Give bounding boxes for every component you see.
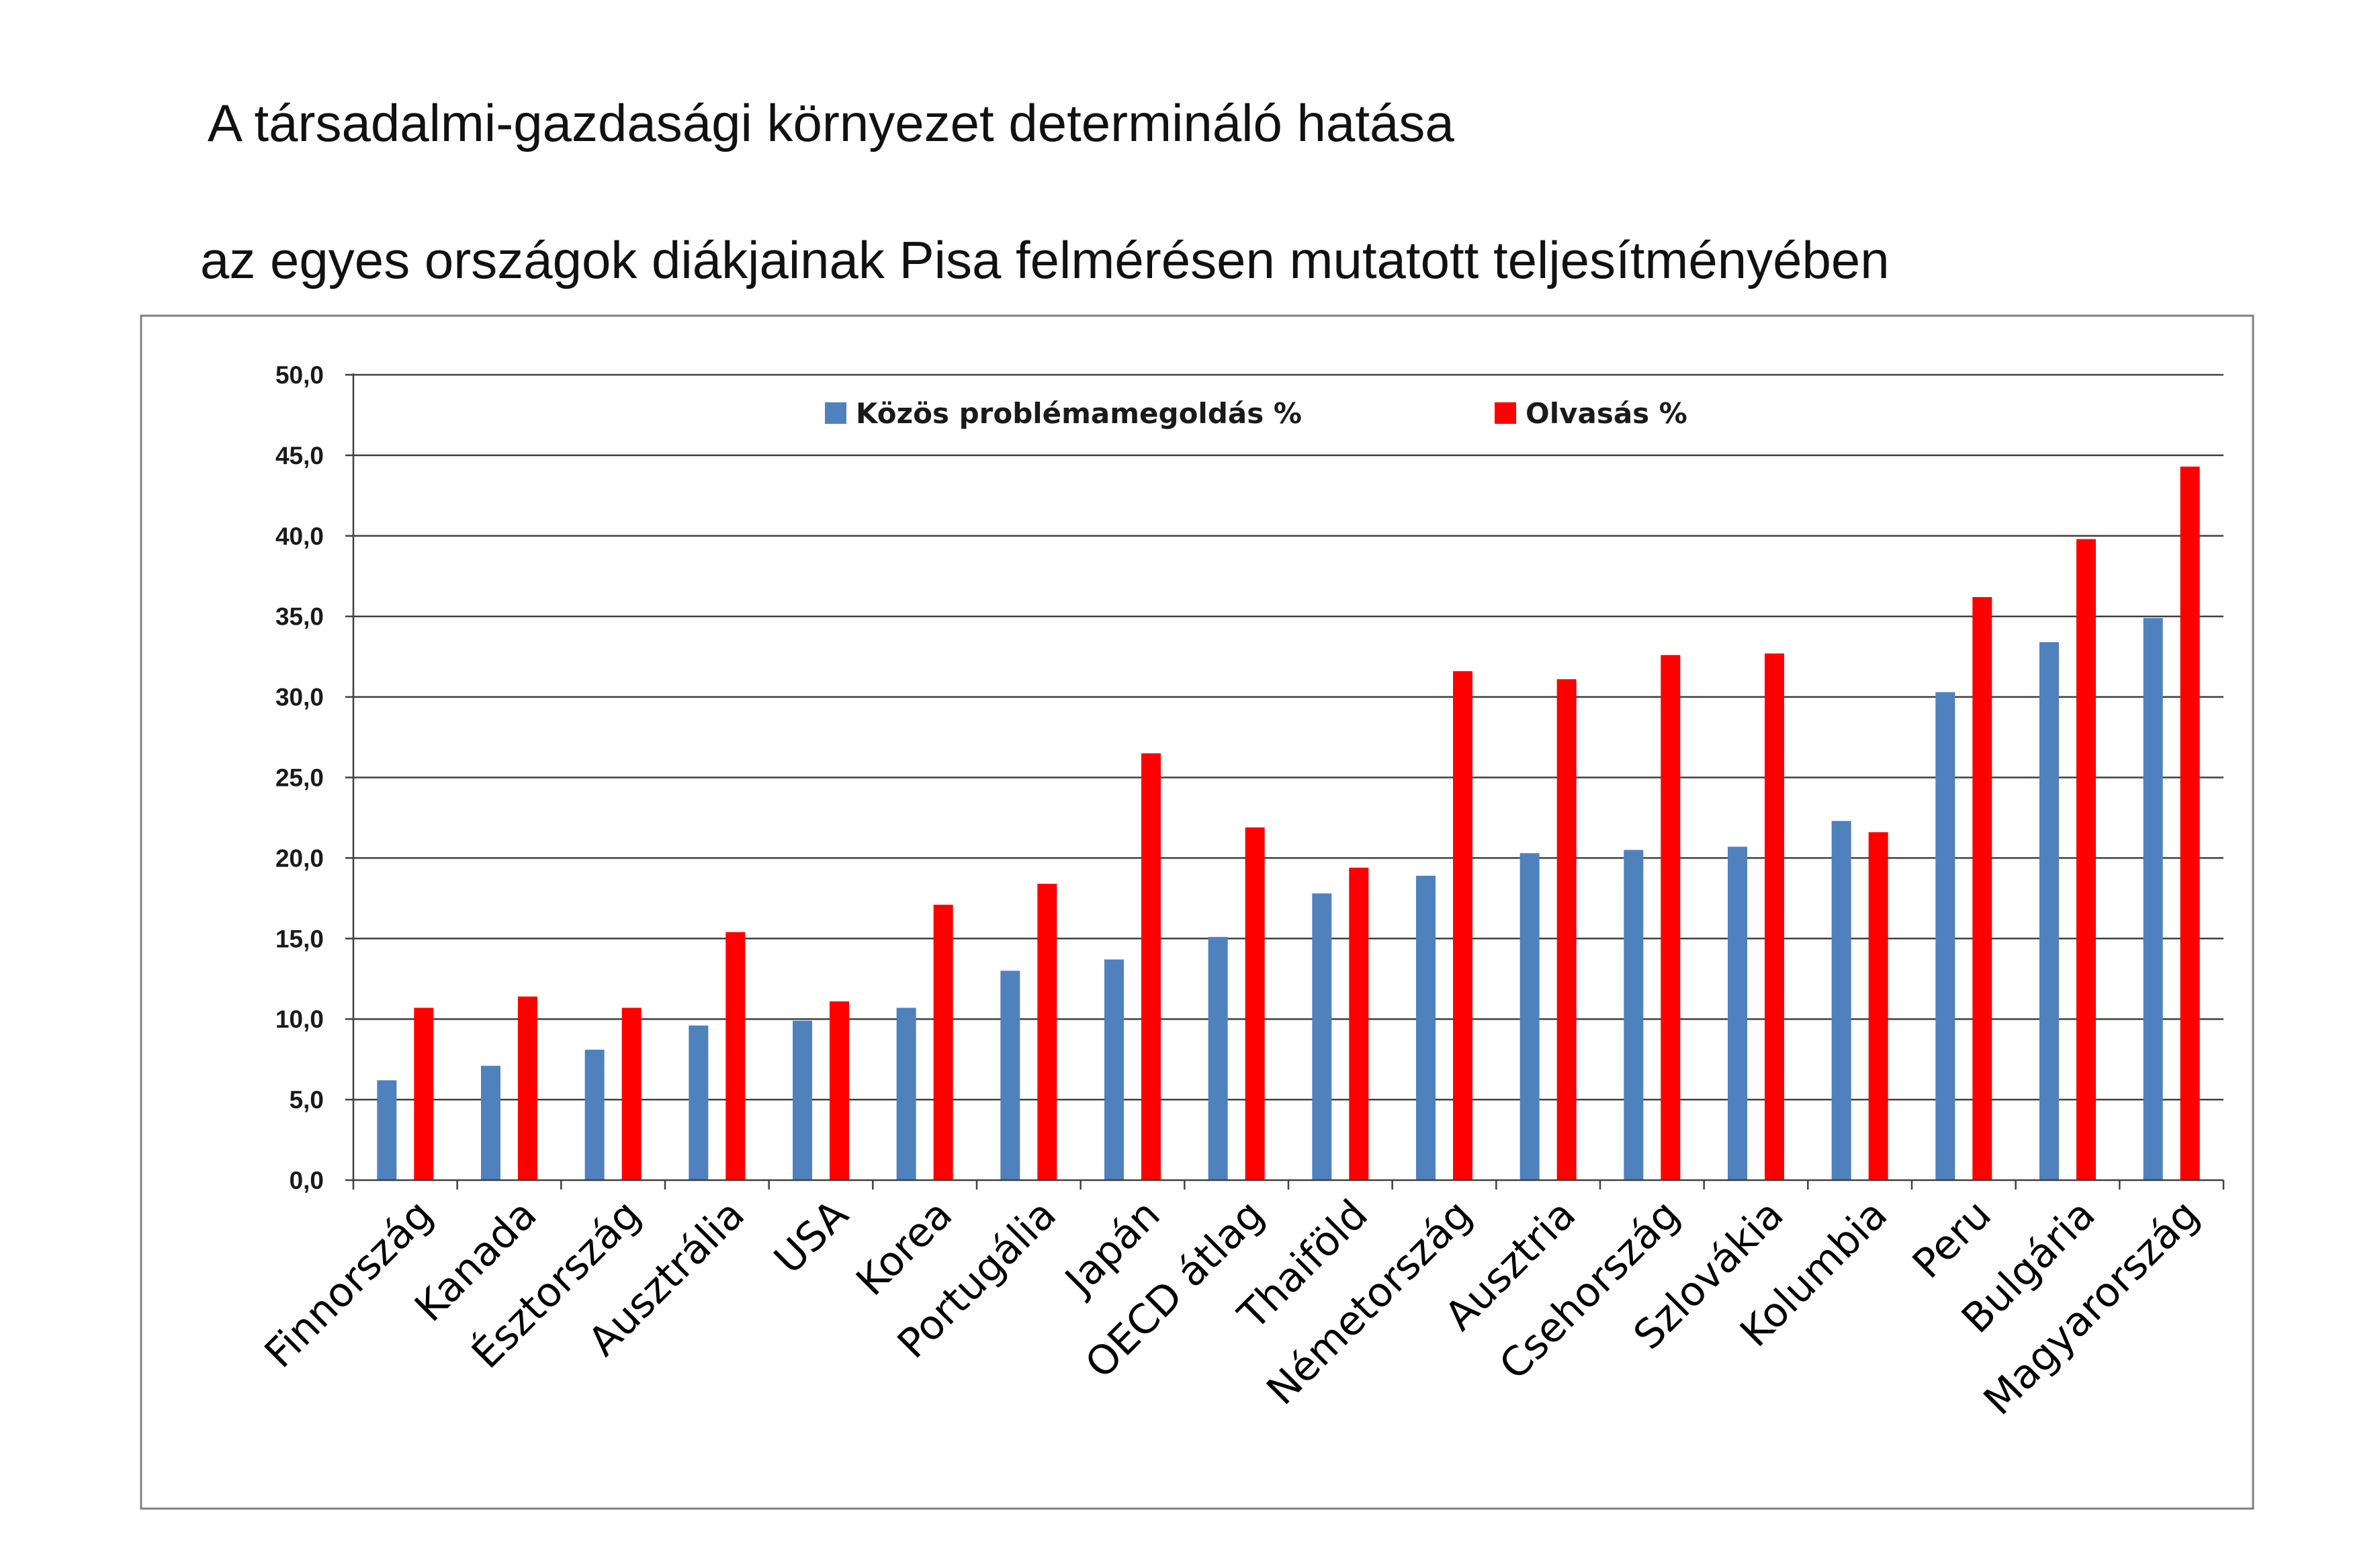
legend-swatch (1495, 402, 1516, 424)
gridlines (353, 373, 2223, 1101)
y-tick-labels: 0,0 5,0 10,0 15,0 20,0 25,0 30,0 35,0 40,0 45,0 50… (275, 361, 324, 1194)
bar-reading-11 (1556, 679, 1577, 1180)
bar-problem-solving-14 (1831, 821, 1851, 1180)
bar-reading-2 (621, 1008, 642, 1180)
bar-reading-17 (2180, 466, 2200, 1180)
bar-reading-15 (1972, 596, 1992, 1180)
bar-reading-0 (414, 1008, 434, 1180)
y-tick-label: 35,0 (275, 603, 324, 631)
bar-problem-solving-15 (1935, 692, 1955, 1180)
bar-problem-solving-7 (1104, 959, 1124, 1180)
bar-problem-solving-3 (689, 1025, 709, 1180)
bar-problem-solving-5 (896, 1008, 916, 1180)
bar-problem-solving-13 (1728, 846, 1747, 1180)
title-line-2: az egyes országok diákjainak Pisa felmér… (200, 230, 1890, 289)
bar-problem-solving-12 (1624, 850, 1644, 1180)
bar-reading-1 (518, 996, 537, 1180)
axes (345, 373, 2225, 1190)
bar-problem-solving-10 (1416, 875, 1436, 1180)
y-tick-label: 50,0 (275, 361, 324, 389)
legend: Közös problémamegoldás % Olvasás % (825, 397, 1687, 430)
bar-problem-solving-1 (481, 1065, 500, 1180)
bar-problem-solving-17 (2143, 618, 2163, 1180)
bars (377, 466, 2200, 1180)
bar-reading-10 (1453, 671, 1472, 1180)
bar-problem-solving-8 (1208, 936, 1228, 1180)
bar-problem-solving-11 (1519, 853, 1540, 1180)
bar-reading-7 (1141, 753, 1161, 1180)
bar-problem-solving-0 (377, 1080, 397, 1180)
chart-title: A társadalmi-gazdasági környezet determi… (181, 20, 2331, 363)
bar-reading-5 (933, 904, 953, 1180)
bar-reading-12 (1661, 655, 1681, 1180)
legend-label: Olvasás % (1526, 397, 1687, 430)
y-tick-label: 30,0 (275, 684, 324, 711)
y-tick-label: 10,0 (275, 1006, 324, 1033)
bar-problem-solving-16 (2039, 642, 2059, 1180)
bar-problem-solving-6 (1000, 971, 1020, 1180)
y-tick-label: 40,0 (275, 523, 324, 550)
legend-label: Közös problémamegoldás % (856, 397, 1302, 430)
y-tick-label: 5,0 (290, 1086, 324, 1114)
y-tick-label: 20,0 (275, 844, 324, 872)
bar-reading-9 (1349, 867, 1369, 1180)
y-tick-label: 0,0 (290, 1167, 324, 1194)
bar-reading-16 (2076, 539, 2096, 1180)
bar-reading-14 (1868, 832, 1888, 1180)
bar-reading-8 (1245, 827, 1265, 1180)
bar-problem-solving-2 (584, 1049, 605, 1180)
chart-frame (140, 314, 2254, 1510)
bar-problem-solving-4 (793, 1020, 812, 1180)
bar-reading-13 (1765, 653, 1784, 1180)
bar-reading-4 (830, 1001, 849, 1180)
bar-problem-solving-9 (1312, 893, 1332, 1180)
title-line-1: A társadalmi-gazdasági környezet determi… (208, 93, 1454, 152)
y-tick-label: 15,0 (275, 925, 324, 952)
bar-reading-3 (725, 932, 746, 1180)
legend-swatch (825, 402, 846, 424)
y-tick-label: 45,0 (275, 442, 324, 470)
bar-reading-6 (1037, 883, 1057, 1180)
y-tick-label: 25,0 (275, 764, 324, 792)
